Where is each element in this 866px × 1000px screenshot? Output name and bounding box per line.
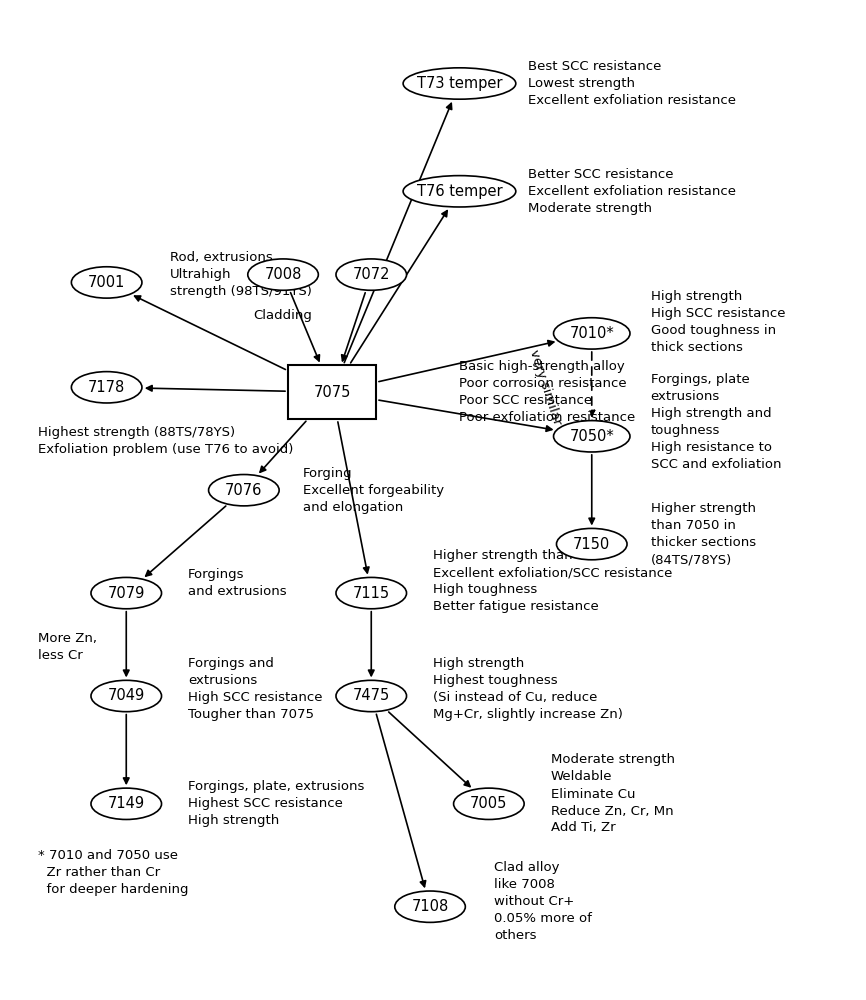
Ellipse shape [553, 318, 630, 349]
Text: Forgings, plate
extrusions
High strength and
toughness
High resistance to
SCC an: Forgings, plate extrusions High strength… [650, 373, 781, 471]
Text: 7075: 7075 [313, 385, 351, 400]
Ellipse shape [209, 475, 279, 506]
Ellipse shape [403, 176, 516, 207]
Text: Best SCC resistance
Lowest strength
Excellent exfoliation resistance: Best SCC resistance Lowest strength Exce… [528, 60, 736, 107]
Ellipse shape [395, 891, 465, 922]
Text: 7108: 7108 [411, 899, 449, 914]
Text: More Zn,
less Cr: More Zn, less Cr [38, 632, 97, 662]
Text: 7079: 7079 [107, 586, 145, 601]
Text: T73 temper: T73 temper [417, 76, 502, 91]
Ellipse shape [403, 68, 516, 99]
Ellipse shape [91, 680, 162, 712]
Text: High strength
Highest toughness
(Si instead of Cu, reduce
Mg+Cr, slightly increa: High strength Highest toughness (Si inst… [433, 657, 623, 721]
Text: Moderate strength
Weldable
Eliminate Cu
Reduce Zn, Cr, Mn
Add Ti, Zr: Moderate strength Weldable Eliminate Cu … [551, 754, 675, 834]
Text: Cladding: Cladding [254, 309, 313, 322]
Text: 7072: 7072 [352, 267, 390, 282]
Text: * 7010 and 7050 use
  Zr rather than Cr
  for deeper hardening: * 7010 and 7050 use Zr rather than Cr fo… [38, 849, 189, 896]
Text: 7001: 7001 [88, 275, 126, 290]
Text: Forging
Excellent forgeability
and elongation: Forging Excellent forgeability and elong… [302, 467, 443, 514]
Ellipse shape [454, 788, 524, 819]
Text: Higher strength than 7075
Excellent exfoliation/SCC resistance
High toughness
Be: Higher strength than 7075 Excellent exfo… [433, 549, 672, 613]
Text: Forgings
and extrusions: Forgings and extrusions [188, 568, 287, 598]
Text: High strength
High SCC resistance
Good toughness in
thick sections: High strength High SCC resistance Good t… [650, 290, 785, 354]
Ellipse shape [336, 680, 406, 712]
Text: 7005: 7005 [470, 796, 507, 811]
Text: Forgings and
extrusions
High SCC resistance
Tougher than 7075: Forgings and extrusions High SCC resista… [188, 657, 322, 721]
Text: Basic high-strength alloy
Poor corrosion resistance
Poor SCC resistance
Poor exf: Basic high-strength alloy Poor corrosion… [460, 360, 636, 424]
Ellipse shape [91, 788, 162, 819]
Text: Rod, extrusions
Ultrahigh
strength (98TS/91YS): Rod, extrusions Ultrahigh strength (98TS… [171, 251, 313, 298]
Ellipse shape [71, 267, 142, 298]
Text: 7150: 7150 [573, 537, 611, 552]
Ellipse shape [553, 421, 630, 452]
Text: 7010*: 7010* [569, 326, 614, 341]
Ellipse shape [91, 577, 162, 609]
Text: Better SCC resistance
Excellent exfoliation resistance
Moderate strength: Better SCC resistance Excellent exfoliat… [528, 168, 736, 215]
Ellipse shape [71, 372, 142, 403]
Text: 7050*: 7050* [569, 429, 614, 444]
Ellipse shape [557, 528, 627, 560]
Text: 7149: 7149 [107, 796, 145, 811]
Ellipse shape [336, 577, 406, 609]
Ellipse shape [248, 259, 319, 290]
Text: Clad alloy
like 7008
without Cr+
0.05% more of
others: Clad alloy like 7008 without Cr+ 0.05% m… [494, 861, 591, 942]
Text: Forgings, plate, extrusions
Highest SCC resistance
High strength: Forgings, plate, extrusions Highest SCC … [188, 780, 365, 827]
Ellipse shape [336, 259, 406, 290]
FancyBboxPatch shape [288, 365, 376, 419]
Text: 7049: 7049 [107, 688, 145, 704]
Text: Highest strength (88TS/78YS)
Exfoliation problem (use T76 to avoid): Highest strength (88TS/78YS) Exfoliation… [38, 426, 294, 456]
Text: T76 temper: T76 temper [417, 184, 502, 199]
Text: Higher strength
than 7050 in
thicker sections
(84TS/78YS): Higher strength than 7050 in thicker sec… [650, 502, 756, 566]
Text: 7178: 7178 [88, 380, 126, 395]
Text: very similar: very similar [527, 348, 564, 427]
Text: 7008: 7008 [264, 267, 301, 282]
Text: 7475: 7475 [352, 688, 390, 704]
Text: 7115: 7115 [352, 586, 390, 601]
Text: 7076: 7076 [225, 483, 262, 498]
